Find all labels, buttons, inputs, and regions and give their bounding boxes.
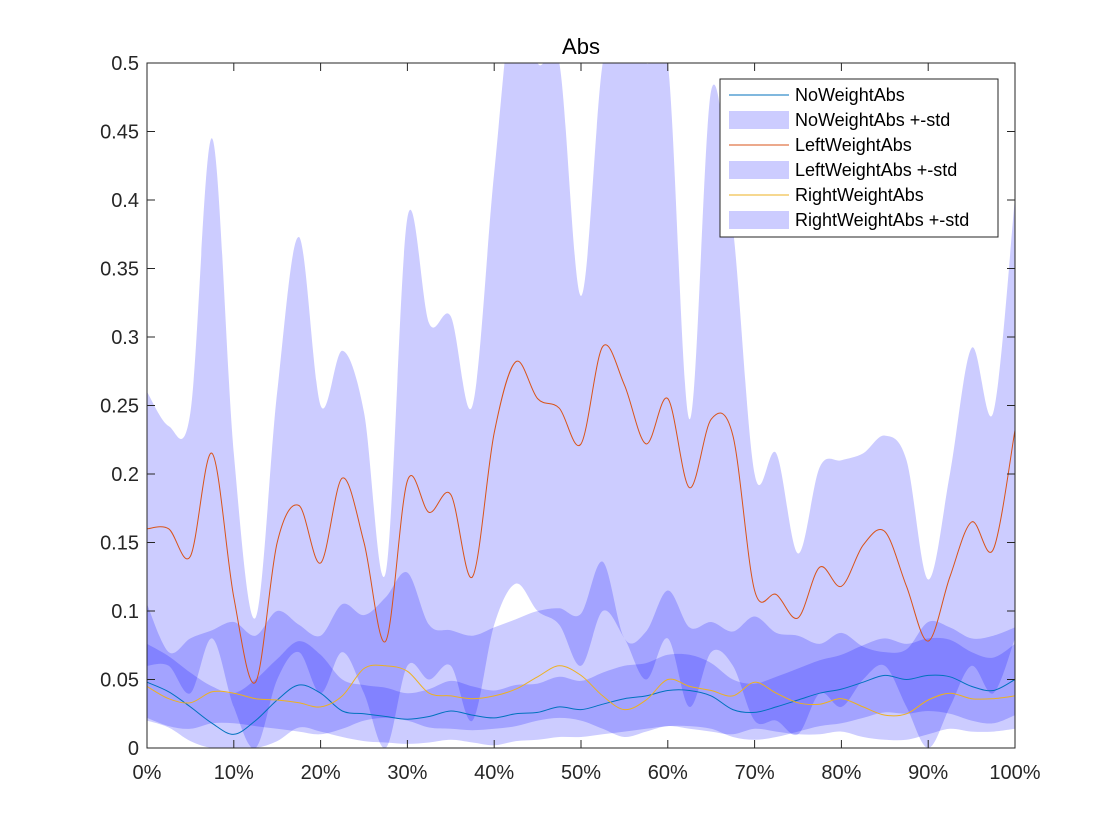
x-tick-label: 60% <box>648 762 688 784</box>
axes: 0% 10% 20% 30% 40% 50% 60% 70% 80% 90% 100% 0 0.05 0.… <box>100 53 1041 784</box>
x-tick-label: 0% <box>133 762 162 784</box>
legend-label-leftweightabs: LeftWeightAbs <box>795 135 912 155</box>
x-tick-label: 20% <box>301 762 341 784</box>
legend-label-noweightabs-std: NoWeightAbs +-std <box>795 110 950 130</box>
chart-title: Abs <box>562 34 600 59</box>
legend-label-noweightabs: NoWeightAbs <box>795 85 905 105</box>
legend: NoWeightAbs NoWeightAbs +-std LeftWeightAb… <box>719 78 999 238</box>
y-tick-label: 0.2 <box>111 464 139 486</box>
x-tick-label: 50% <box>561 762 601 784</box>
y-tick-label: 0.1 <box>111 601 139 623</box>
x-tick-label: 30% <box>387 762 427 784</box>
legend-label-rightweightabs: RightWeightAbs <box>795 185 924 205</box>
x-tick-label: 100% <box>989 762 1040 784</box>
legend-swatch-leftweightabs-std <box>729 161 789 179</box>
band-leftweightabs-std <box>147 63 1015 748</box>
y-tick-label: 0.3 <box>111 327 139 349</box>
band-rightweightabs-std <box>147 561 1015 741</box>
legend-label-rightweightabs-std: RightWeightAbs +-std <box>795 210 969 230</box>
x-tick-label: 90% <box>908 762 948 784</box>
band-noweightabs-std <box>147 637 1015 748</box>
line-rightweightabs <box>147 664 1015 717</box>
legend-swatch-rightweightabs-std <box>729 211 789 229</box>
line-noweightabs <box>147 674 1015 735</box>
std-bands <box>147 63 1015 748</box>
x-tick-label: 80% <box>821 762 861 784</box>
y-tick-label: 0.05 <box>100 670 139 692</box>
x-tick-label: 70% <box>735 762 775 784</box>
legend-label-leftweightabs-std: LeftWeightAbs +-std <box>795 160 957 180</box>
y-tick-label: 0 <box>128 738 139 760</box>
line-leftweightabs <box>147 344 1015 684</box>
y-tick-label: 0.4 <box>111 190 139 212</box>
legend-swatch-noweightabs-std <box>729 111 789 129</box>
legend-box <box>719 78 999 238</box>
y-tick-label: 0.35 <box>100 259 139 281</box>
series-lines <box>147 344 1015 735</box>
x-tick-label: 10% <box>214 762 254 784</box>
y-tick-label: 0.25 <box>100 396 139 418</box>
x-tick-label: 40% <box>474 762 514 784</box>
y-tick-label: 0.5 <box>111 53 139 75</box>
y-tick-label: 0.15 <box>100 533 139 555</box>
y-tick-label: 0.45 <box>100 122 139 144</box>
